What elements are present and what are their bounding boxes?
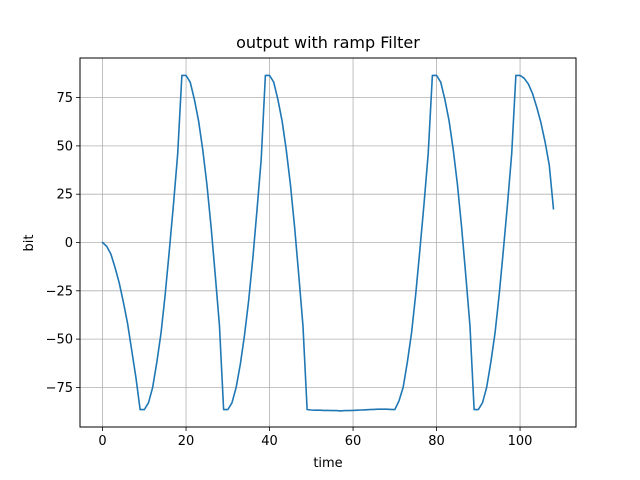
x-tick-label: 80 (428, 434, 445, 449)
y-axis-label: bit (22, 235, 37, 252)
y-tick-label: −25 (46, 284, 73, 299)
x-tick-label: 40 (261, 434, 278, 449)
x-tick-label: 60 (345, 434, 362, 449)
y-tick-label: 0 (65, 236, 73, 251)
data-series (101, 74, 555, 412)
x-tick-label: 0 (98, 434, 106, 449)
y-tick-label: −75 (46, 381, 73, 396)
y-tick-label: 75 (56, 91, 73, 106)
x-axis-ticks: 0 20 40 60 80 100 (98, 427, 532, 449)
x-tick-label: 100 (508, 434, 533, 449)
y-tick-label: 25 (56, 188, 73, 203)
grid-lines (80, 58, 576, 427)
y-tick-label: −50 (46, 333, 73, 348)
chart-title: output with ramp Filter (236, 33, 420, 52)
series-line (101, 74, 555, 412)
x-axis-label: time (313, 456, 342, 471)
x-tick-label: 20 (178, 434, 195, 449)
y-axis-ticks: 75 50 25 0 −25 −50 −75 (46, 91, 80, 396)
y-tick-label: 50 (56, 139, 73, 154)
